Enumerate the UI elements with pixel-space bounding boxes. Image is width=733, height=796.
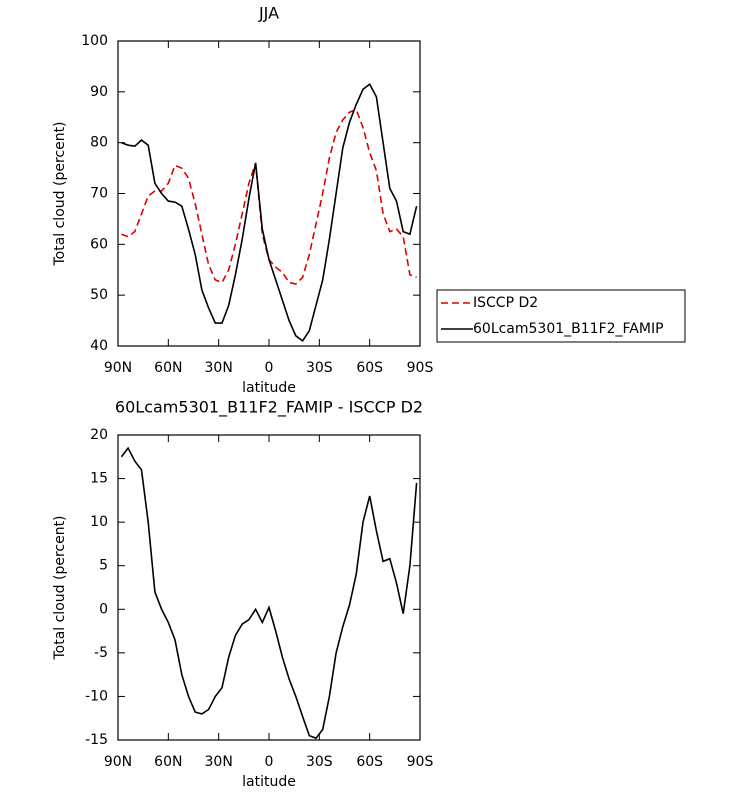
y-tick-label: 10 xyxy=(90,514,108,530)
y-tick-label: 15 xyxy=(90,471,108,487)
y-tick-label: 5 xyxy=(99,558,108,574)
y-tick-label: 20 xyxy=(90,427,108,443)
x-tick-label: 30S xyxy=(306,360,333,376)
x-axis-label: latitude xyxy=(242,774,296,790)
x-tick-label: 30N xyxy=(205,754,233,770)
legend-box xyxy=(436,289,686,343)
chart-title: JJA xyxy=(258,4,279,23)
chart-title: 60Lcam5301_B11F2_FAMIP - ISCCP D2 xyxy=(115,398,423,418)
x-tick-label: 60S xyxy=(356,754,383,770)
y-tick-label: 70 xyxy=(90,186,108,202)
x-tick-label: 90S xyxy=(407,360,434,376)
x-tick-label: 60N xyxy=(154,754,182,770)
legend-label: ISCCP D2 xyxy=(473,295,538,311)
y-tick-label: 0 xyxy=(99,601,108,617)
y-tick-label: -10 xyxy=(85,688,108,704)
y-tick-label: -5 xyxy=(94,645,108,661)
x-tick-label: 30N xyxy=(205,360,233,376)
x-tick-label: 30S xyxy=(306,754,333,770)
x-tick-label: 90S xyxy=(407,754,434,770)
y-tick-label: 50 xyxy=(90,287,108,303)
plot-frame xyxy=(117,40,421,347)
x-tick-label: 0 xyxy=(265,754,274,770)
x-axis-label: latitude xyxy=(242,380,296,396)
x-tick-label: 0 xyxy=(265,360,274,376)
y-tick-label: -15 xyxy=(85,732,108,748)
y-tick-label: 80 xyxy=(90,135,108,151)
y-tick-label: 90 xyxy=(90,84,108,100)
legend-label: 60Lcam5301_B11F2_FAMIP xyxy=(473,321,664,337)
y-tick-label: 60 xyxy=(90,236,108,252)
y-tick-label: 100 xyxy=(81,33,108,49)
data-line xyxy=(121,82,418,343)
y-tick-label: 40 xyxy=(90,338,108,354)
x-tick-label: 90N xyxy=(104,754,132,770)
y-axis-label: Total cloud (percent) xyxy=(52,121,68,266)
plot-frame xyxy=(117,434,421,741)
y-axis-label: Total cloud (percent) xyxy=(52,515,68,660)
data-line xyxy=(120,446,418,740)
x-tick-label: 60N xyxy=(154,360,182,376)
x-tick-label: 60S xyxy=(356,360,383,376)
x-tick-label: 90N xyxy=(104,360,132,376)
